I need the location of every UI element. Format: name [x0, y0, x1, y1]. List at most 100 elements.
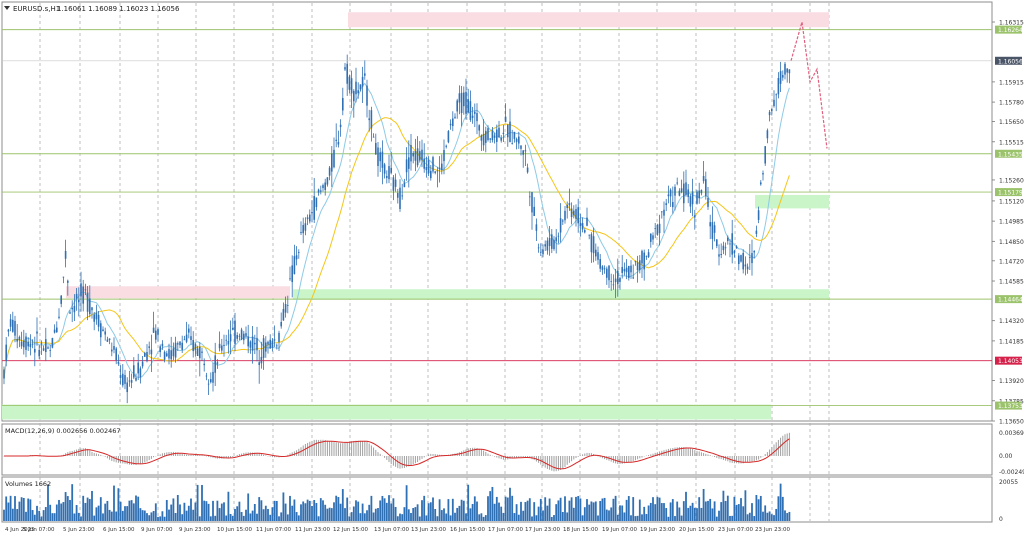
candle-body [184, 339, 186, 340]
candle-body [459, 93, 461, 102]
candle-body [168, 349, 170, 358]
macd-bar [697, 451, 698, 456]
candle-body [758, 210, 760, 220]
macd-bar [140, 456, 141, 464]
volume-bar [577, 496, 579, 521]
macd-bar [195, 455, 196, 456]
candle-body [441, 164, 443, 170]
volume-bar [551, 517, 553, 521]
candle-body [162, 344, 164, 347]
macd-bar [631, 456, 632, 462]
macd-bar [208, 456, 209, 457]
volume-bar [170, 505, 172, 521]
volume-bar [555, 504, 557, 521]
volume-bar [415, 507, 417, 521]
volume-bar [718, 511, 720, 521]
candle-body [104, 331, 106, 334]
macd-bar [483, 451, 484, 456]
candle-body [533, 207, 535, 216]
candle-body [602, 266, 604, 270]
macd-bar [760, 456, 761, 458]
volume-bar [276, 501, 278, 521]
candle-body [318, 190, 320, 193]
macd-bar [518, 456, 519, 457]
candle-body [371, 110, 373, 128]
volume-bar [641, 514, 643, 521]
macd-bar [620, 456, 621, 464]
volume-bar [635, 516, 637, 521]
candle-body [71, 308, 73, 309]
candle-body [725, 247, 727, 248]
candle-body [254, 343, 256, 344]
symbol-label: EURUSD.s,H1 [13, 5, 60, 13]
macd-bar [129, 456, 130, 465]
volume-bar [503, 513, 505, 521]
macd-bar [151, 456, 152, 459]
time-tick-label: 19 Jun 07:00 [602, 527, 637, 533]
candle-body [133, 365, 135, 377]
price-tick-label: 1.13920 [999, 378, 1024, 385]
candle-body [410, 145, 412, 161]
volume-bar [137, 497, 139, 521]
candle-body [716, 239, 718, 246]
time-tick-label: 6 Jun 15:00 [103, 527, 135, 533]
candle-body [630, 266, 632, 273]
volume-bar [758, 499, 760, 521]
macd-bar [259, 453, 260, 456]
candle-body [52, 338, 54, 348]
macd-bar [375, 450, 376, 456]
macd-bar [578, 456, 579, 457]
volume-bar [265, 506, 267, 521]
volume-bar [621, 506, 623, 521]
candle-body [333, 150, 335, 167]
candle-body [98, 315, 100, 327]
volume-bar [98, 506, 100, 521]
candle-body [518, 137, 520, 144]
macd-bar [785, 434, 786, 456]
candle-body [762, 173, 764, 174]
macd-bar [107, 456, 108, 458]
candle-body [549, 238, 551, 246]
candle-body [687, 189, 689, 197]
volume-bar [496, 497, 498, 521]
volume-bar [223, 502, 225, 521]
time-tick-label: 11 Jun 23:00 [295, 527, 330, 533]
macd-bar [309, 442, 310, 456]
volume-bar [628, 496, 630, 521]
volume-bar [228, 492, 230, 521]
time-tick-label: 19 Jun 23:00 [640, 527, 675, 533]
volume-bar [485, 515, 487, 521]
volume-bar [210, 516, 212, 521]
candle-body [221, 346, 223, 351]
candle-body [375, 143, 377, 154]
candle-body [439, 168, 441, 169]
volume-bar [529, 498, 531, 521]
volume-bar [41, 516, 43, 521]
macd-bar [688, 448, 689, 456]
volume-bar [52, 513, 54, 521]
volume-bar [43, 510, 45, 521]
candle-body [393, 177, 395, 190]
volume-bar [703, 489, 705, 521]
volume-bar [302, 501, 304, 521]
volume-bar [762, 512, 764, 521]
volume-bar [659, 498, 661, 521]
volume-bar [5, 496, 7, 521]
volume-bar [428, 503, 430, 521]
candle-body [278, 333, 280, 342]
candle-body [291, 265, 293, 282]
candle-body [771, 109, 773, 111]
candle-body [364, 73, 366, 75]
volume-bar [16, 509, 18, 521]
macd-bar [85, 448, 86, 456]
candle-body [527, 168, 529, 173]
macd-bar [714, 456, 715, 457]
macd-bar [479, 449, 480, 456]
candle-body [621, 267, 623, 273]
macd-bar [342, 443, 343, 456]
price-tick-label: 1.14320 [999, 318, 1024, 325]
macd-bar [83, 448, 84, 456]
macd-bar [199, 455, 200, 456]
